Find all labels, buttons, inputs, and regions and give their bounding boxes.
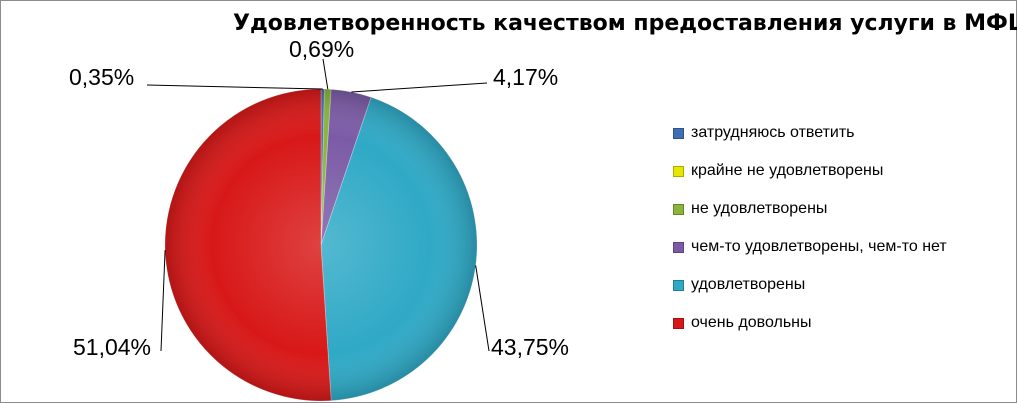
legend-label: крайне не удовлетворены: [691, 162, 884, 179]
leader-line: [146, 84, 323, 90]
leader-line: [160, 250, 166, 352]
legend-label: не удовлетворены: [691, 200, 828, 217]
legend-swatch: [673, 203, 684, 215]
pie-slice: [164, 88, 332, 402]
legend-swatch: [673, 241, 684, 253]
legend-swatch: [673, 165, 684, 177]
legend-swatch: [673, 279, 684, 291]
legend-label: очень довольны: [691, 314, 812, 331]
legend-item: не удовлетворены: [673, 199, 827, 219]
legend-item: затрудняюсь ответить: [673, 123, 855, 143]
legend-label: удовлетворены: [691, 276, 806, 293]
data-label: 43,75%: [491, 334, 569, 360]
leader-line: [322, 58, 329, 90]
data-label: 0,35%: [69, 64, 134, 90]
chart-title: Удовлетворенность качеством предоставлен…: [233, 11, 1017, 36]
legend-label: затрудняюсь ответить: [691, 124, 855, 141]
legend-label: чем-то удовлетворены, чем-то нет: [691, 238, 947, 255]
data-label: 4,17%: [493, 64, 558, 90]
legend-swatch: [673, 127, 684, 139]
data-label: 0,69%: [289, 36, 354, 62]
leader-line: [475, 265, 490, 352]
legend-swatch: [673, 317, 684, 329]
legend-item: чем-то удовлетворены, чем-то нет: [673, 237, 947, 257]
data-label: 51,04%: [73, 334, 151, 360]
legend-item: очень довольны: [673, 313, 812, 333]
legend-item: удовлетворены: [673, 275, 805, 295]
leader-line: [351, 82, 488, 93]
legend-item: крайне не удовлетворены: [673, 161, 883, 181]
